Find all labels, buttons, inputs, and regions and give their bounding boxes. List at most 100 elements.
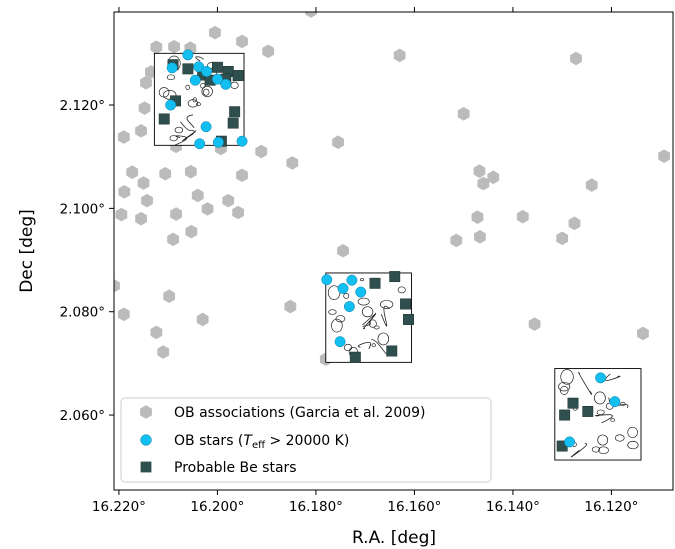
ob-association-point <box>209 25 221 40</box>
contour-line <box>380 305 390 327</box>
ob-association-point <box>167 232 179 247</box>
contour-mark <box>169 135 178 142</box>
ob-star-point <box>211 73 223 85</box>
contour-line <box>174 135 188 146</box>
ob-association-point <box>450 233 463 248</box>
contour-mark <box>627 426 638 438</box>
ob-association-point <box>185 224 198 239</box>
ob-star-point <box>321 274 333 286</box>
contour-mark <box>627 440 639 450</box>
x-axis-ticks: 16.220° 16.200° 16.180° 16.160° 16.140° 16.12… <box>92 7 638 515</box>
ob-association-point <box>332 135 344 150</box>
contour-mark <box>559 385 569 395</box>
ob-star-point <box>595 372 607 384</box>
ob-association-point <box>473 164 486 178</box>
ob-association-point <box>637 326 649 341</box>
legend-square-icon <box>140 461 152 473</box>
ob-association-point <box>126 165 139 179</box>
y-tick-label: 2.120° <box>60 98 105 114</box>
contour-line <box>578 372 593 395</box>
ob-star-point <box>564 436 576 448</box>
contour-mark <box>614 434 625 442</box>
be-star-point <box>232 70 244 82</box>
contour-mark <box>620 401 626 406</box>
contour-mark <box>196 102 201 107</box>
ob-association-point <box>163 289 176 304</box>
ob-association-point <box>141 193 153 208</box>
contour-mark <box>328 309 337 315</box>
ob-star-point <box>194 138 206 150</box>
contour-mark <box>201 85 213 98</box>
ob-association-point <box>286 156 299 170</box>
be-star-point <box>349 351 361 363</box>
ob-star-point <box>166 62 178 74</box>
ob-star-point <box>212 136 224 148</box>
contour-mark <box>371 343 376 348</box>
contour-mark <box>377 332 390 346</box>
contour-mark <box>158 87 170 98</box>
x-tick-label: 16.180° <box>289 499 343 515</box>
legend-label-ob-associations: OB associations (Garcia et al. 2009) <box>174 405 426 421</box>
y-axis-title: Dec [deg] <box>17 209 37 293</box>
ob-association-point <box>150 40 163 54</box>
legend-box <box>120 397 492 483</box>
ob-association-point <box>201 202 214 216</box>
contour-mark <box>368 319 377 328</box>
x-tick-label: 16.220° <box>92 499 146 515</box>
contour-mark <box>591 446 601 453</box>
y-axis-ticks: 2.060° 2.080° 2.100° 2.120° <box>60 98 114 424</box>
ob-association-point <box>137 176 150 190</box>
ob-association-point <box>337 243 349 258</box>
contour-mark <box>357 297 370 306</box>
contour-mark <box>174 126 184 134</box>
ob-association-point <box>117 307 130 322</box>
be-star-point <box>369 277 381 289</box>
ob-association-point <box>232 205 244 220</box>
contour-mark <box>380 299 394 309</box>
ob-star-point <box>182 49 194 61</box>
contour-mark <box>596 409 605 416</box>
contour-mark <box>597 434 609 446</box>
legend-label-be-stars: Probable Be stars <box>174 460 297 476</box>
x-tick-label: 16.120° <box>584 499 638 515</box>
ob-association-point <box>556 231 569 246</box>
be-star-point <box>229 106 241 118</box>
ob-association-point <box>168 39 180 54</box>
ob-association-point <box>658 149 671 163</box>
ob-association-point <box>118 185 131 199</box>
be-star-point <box>559 409 571 421</box>
ob-association-point <box>487 170 500 185</box>
ob-star-point <box>337 283 349 294</box>
ob-association-point <box>196 312 209 327</box>
contour-mark <box>598 446 609 455</box>
ob-association-point <box>114 279 120 293</box>
ob-association-point <box>236 168 248 183</box>
contour-line <box>195 56 204 62</box>
x-tick-label: 16.140° <box>486 499 540 515</box>
contour-line <box>182 130 197 142</box>
be-star-point <box>389 271 401 283</box>
be-star-point <box>158 113 170 125</box>
contour-mark <box>360 278 365 282</box>
ob-association-point <box>284 299 297 314</box>
y-tick-label: 2.100° <box>60 201 105 217</box>
legend-circle-icon <box>140 434 152 446</box>
be-star-point <box>182 63 194 75</box>
contour-mark <box>560 369 574 385</box>
ob-association-point <box>138 101 151 115</box>
ob-star-point <box>189 74 201 86</box>
contour-mark <box>594 391 606 405</box>
be-star-point <box>567 397 579 409</box>
ob-star-point <box>236 135 248 147</box>
ob-star-point <box>343 301 355 313</box>
ob-association-point <box>305 12 317 18</box>
be-star-point <box>386 345 398 357</box>
ob-association-point <box>145 65 157 79</box>
contour-mark <box>166 74 176 81</box>
be-star-point <box>403 314 414 325</box>
ob-association-point <box>170 207 182 221</box>
ob-star-point <box>200 121 212 133</box>
ob-association-point <box>191 188 204 203</box>
contour-mark <box>558 381 571 392</box>
